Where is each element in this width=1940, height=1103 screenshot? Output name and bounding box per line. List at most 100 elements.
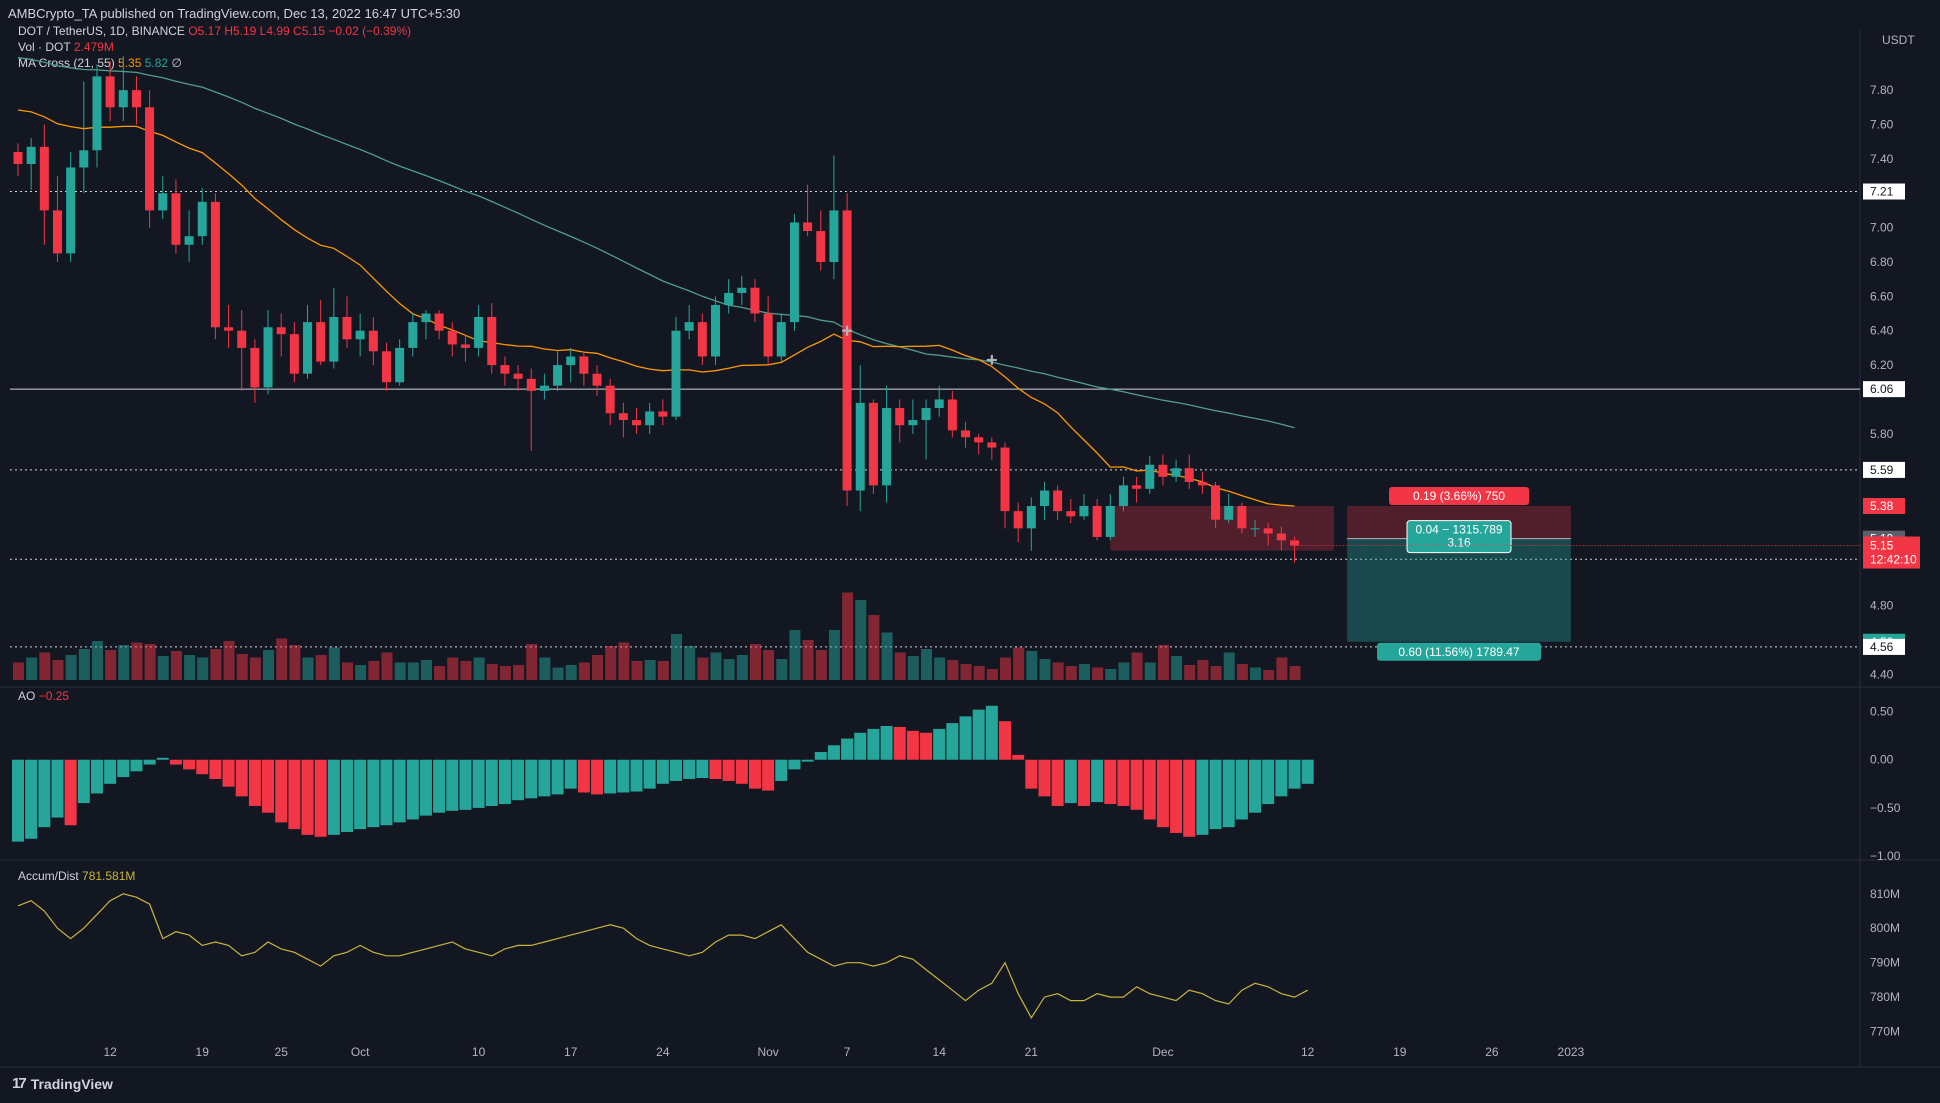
candle [895, 408, 905, 426]
time-axis-label: 19 [196, 1045, 210, 1059]
volume-bar [420, 660, 432, 680]
ao-bar [1077, 759, 1090, 806]
ao-bar [327, 759, 340, 835]
ao-bar [709, 759, 722, 779]
candle [1000, 447, 1010, 512]
ao-bar [12, 759, 24, 842]
ao-bar [1091, 759, 1104, 803]
ao-bar [722, 759, 735, 781]
candle [855, 402, 865, 491]
time-axis-label: 2023 [1558, 1045, 1585, 1059]
ao-bar [696, 759, 709, 779]
candle [131, 90, 141, 108]
candle [263, 327, 273, 388]
ad-axis-label: 810M [1870, 887, 1900, 901]
ao-bar [183, 759, 196, 770]
price-axis-label: 4.80 [1870, 599, 1894, 613]
volume-bar [342, 662, 353, 680]
candle [381, 351, 391, 383]
volume-bar [499, 666, 511, 680]
ao-bar [1170, 759, 1183, 833]
ao-bar [959, 716, 972, 760]
volume-bar [710, 652, 722, 680]
position-stop-label: 0.19 (3.66%) 750 [1413, 489, 1505, 503]
time-axis-label: Dec [1152, 1045, 1173, 1059]
ao-bar [656, 759, 669, 784]
candle [1171, 468, 1181, 477]
candle [539, 385, 549, 391]
volume-bar [236, 654, 248, 680]
volume-bar [960, 664, 972, 680]
volume-bar [828, 630, 840, 680]
candle [421, 313, 431, 323]
ao-bar [143, 759, 156, 765]
ao-bar [538, 759, 551, 797]
candle [105, 76, 115, 108]
candle [303, 322, 313, 374]
volume-bar [1131, 652, 1143, 680]
time-axis-label: Oct [351, 1045, 370, 1059]
volume-bar [473, 657, 485, 680]
ao-bar [262, 759, 275, 813]
volume-bar [789, 630, 801, 680]
candle [79, 150, 89, 168]
candle [842, 210, 852, 491]
volume-bar [1092, 667, 1104, 680]
volume-bar [460, 661, 472, 680]
time-axis-label: Nov [757, 1045, 778, 1059]
candle [776, 322, 786, 357]
candle [803, 222, 813, 232]
position-entry-label-bg [1406, 520, 1512, 554]
ao-bar [748, 759, 761, 789]
ao-bar [814, 752, 827, 760]
price-axis-badge [1863, 381, 1905, 398]
ao-bar [577, 759, 590, 793]
candle [158, 193, 168, 211]
ao-bar [419, 759, 432, 816]
candle [26, 146, 36, 165]
volume-bar [868, 615, 880, 680]
ao-legend[interactable]: AO −0.25 [18, 689, 69, 703]
ma-cross-legend[interactable]: MA Cross (21, 55) 5.35 5.82 ∅ [18, 56, 182, 70]
candle [329, 316, 339, 362]
candle [118, 90, 128, 108]
volume-bar [65, 655, 77, 680]
ao-axis-label: 0.50 [1870, 705, 1894, 719]
price-axis-label: 6.06 [1870, 382, 1894, 396]
volume-value: 2.479M [73, 40, 114, 54]
candle [671, 330, 681, 417]
volume-bar [749, 644, 761, 680]
price-axis-label: 7.00 [1870, 221, 1894, 235]
visibility-icon[interactable]: ∅ [171, 56, 182, 70]
volume-bar [855, 600, 867, 680]
ao-bar [209, 759, 222, 779]
volume-bar [1276, 657, 1288, 680]
volume-bar [618, 642, 630, 680]
volume-label: Vol · DOT [18, 40, 71, 54]
volume-bar [91, 641, 103, 680]
volume-bar [605, 646, 617, 680]
symbol-legend[interactable]: DOT / TetherUS, 1D, BINANCE O5.17 H5.19 … [18, 24, 411, 38]
ad-legend[interactable]: Accum/Dist 781.581M [18, 869, 135, 883]
candle [355, 330, 365, 340]
ad-axis-label: 770M [1870, 1025, 1900, 1039]
volume-bar [78, 649, 90, 680]
ao-value: −0.25 [38, 689, 70, 703]
candle [1013, 511, 1023, 529]
candle [1079, 505, 1089, 517]
candle [1250, 528, 1260, 530]
ao-bar [841, 738, 854, 760]
candle [39, 146, 49, 211]
brand-name: TradingView [30, 1075, 113, 1092]
volume-bar [578, 662, 590, 680]
candle [289, 334, 299, 374]
ao-bar [77, 759, 90, 804]
candle [829, 210, 839, 262]
volume-bar [934, 657, 946, 680]
tradingview-brand[interactable]: 17 TradingView [12, 1075, 113, 1092]
candle [974, 437, 984, 443]
candle [276, 327, 286, 335]
ao-bar [156, 757, 169, 760]
volume-legend[interactable]: Vol · DOT 2.479M [18, 40, 114, 54]
